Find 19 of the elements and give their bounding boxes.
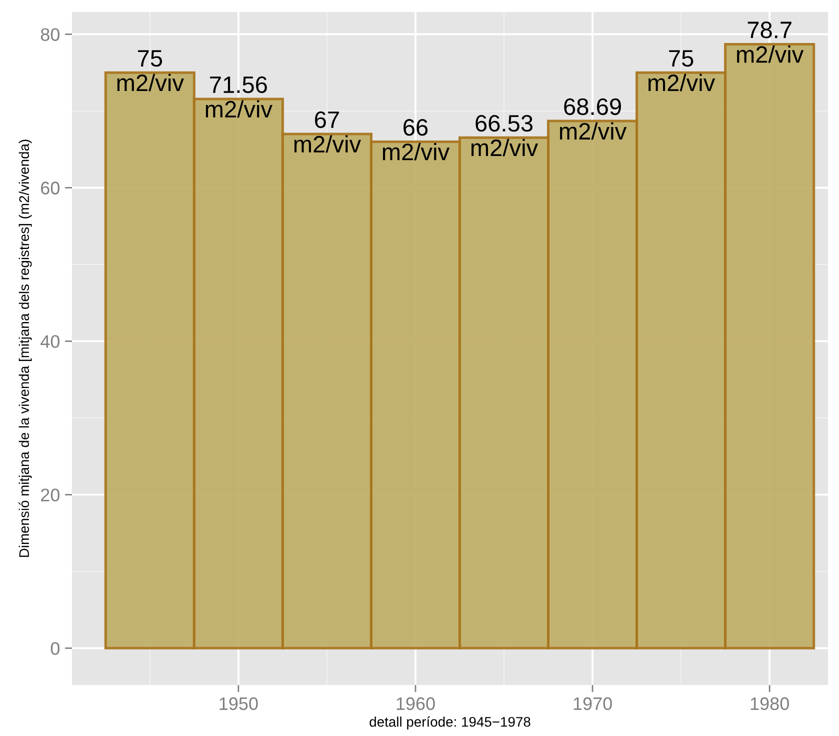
data-label: 67 m2/viv — [294, 111, 361, 153]
data-label: 66.53 m2/viv — [471, 114, 538, 156]
data-label: 75 m2/viv — [117, 50, 184, 92]
data-label: 71.56 m2/viv — [206, 76, 272, 118]
x-tick-label: 1980 — [750, 697, 789, 710]
x-tick-label: 1960 — [396, 697, 435, 710]
x-tick-label: 1950 — [220, 697, 258, 710]
data-label: 68.69 m2/viv — [560, 98, 627, 140]
x-tick-label: 1970 — [574, 697, 612, 710]
y-tick-label: 80 — [40, 28, 60, 41]
y-tick-label: 0 — [50, 642, 60, 655]
y-tick-label: 20 — [41, 488, 60, 502]
data-label: 75 m2/viv — [648, 50, 716, 92]
x-axis-title: detall període: 1945−1978 — [370, 716, 530, 730]
y-tick-label: 40 — [40, 335, 60, 348]
y-axis-title: Dimensió mitjana de la vivenda [mitjana dels registres] (m2/vivenda) — [18, 140, 32, 557]
y-tick-label: 60 — [41, 182, 60, 194]
data-label: 66 m2/viv — [382, 119, 450, 160]
data-label: 78.7 m2/viv — [737, 22, 804, 63]
